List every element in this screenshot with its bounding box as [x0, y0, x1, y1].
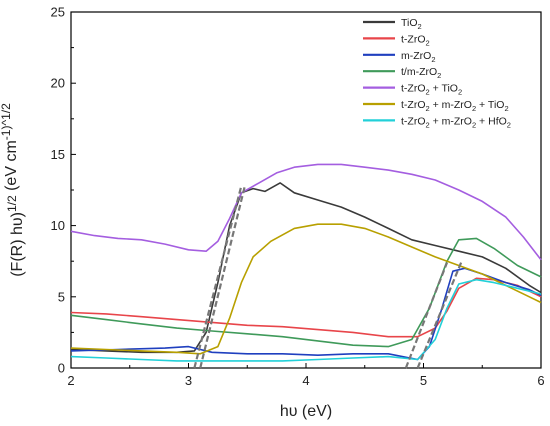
legend-label-2: m-ZrO2: [401, 50, 436, 64]
legend-label-4: t-ZrO2 + TiO2: [401, 83, 462, 97]
series-line-1: [70, 277, 542, 338]
series-layer: [70, 163, 542, 362]
plot-frame: [70, 11, 542, 369]
y-tick-label: 10: [51, 218, 65, 233]
x-tick-label: 3: [185, 373, 192, 388]
x-tick-label: 2: [67, 373, 74, 388]
y-tick-label: 5: [58, 289, 65, 304]
tangent-layer: [193, 185, 463, 369]
tangent-line-1: [199, 185, 246, 369]
x-axis-label: hυ (eV): [280, 403, 332, 420]
x-tick-label: 5: [420, 373, 427, 388]
series-line-0: [70, 182, 542, 354]
series-line-5: [70, 223, 542, 355]
y-axis-label: (F(R) hυ)1/2 (eV cm-1)^1/2: [0, 103, 26, 277]
legend-label-6: t-ZrO2 + m-ZrO2 + HfO2: [401, 115, 511, 129]
y-tick-label: 15: [51, 147, 65, 162]
series-line-3: [70, 237, 542, 348]
tangent-line-3: [416, 262, 463, 369]
y-tick-label: 20: [51, 76, 65, 91]
x-tick-label: 6: [537, 373, 544, 388]
series-line-6: [70, 278, 542, 362]
axes-layer: 2 3 4 5 6 0 5 10 15 20 25: [51, 5, 545, 389]
y-tick-label: 25: [51, 5, 65, 20]
y-tick-label: 0: [58, 361, 65, 376]
legend-label-3: t/m-ZrO2: [401, 66, 441, 80]
series-line-4: [70, 163, 542, 261]
tangent-line-0: [193, 185, 243, 369]
plot-area: [70, 11, 542, 369]
legend-label-5: t-ZrO2 + m-ZrO2 + TiO2: [401, 99, 509, 113]
legend-label-1: t-ZrO2: [401, 33, 430, 47]
tangent-line-2: [404, 262, 449, 369]
legend: TiO2 t-ZrO2 m-ZrO2 t/m-ZrO2 t-ZrO2 + TiO2 t-Z…: [363, 17, 511, 129]
legend-label-0: TiO2: [401, 17, 422, 31]
x-tick-label: 4: [302, 373, 309, 388]
